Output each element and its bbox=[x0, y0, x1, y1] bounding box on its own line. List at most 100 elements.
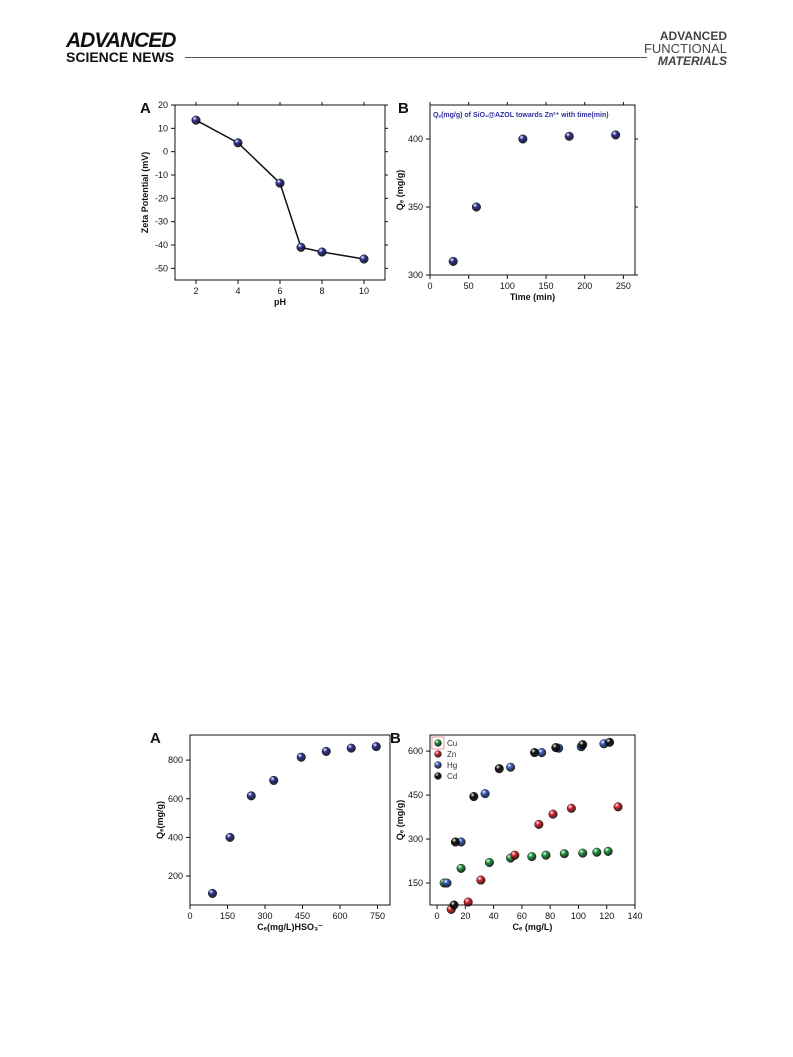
qe-vs-ce-hso3-chart: A 0 150 300 450 600 750 200 400 600 800 Cₑ(mg/L)HSO… bbox=[150, 730, 391, 932]
cd-data-point bbox=[530, 748, 540, 758]
x-tick-label: 6 bbox=[277, 286, 282, 296]
y-tick-label: 0 bbox=[163, 147, 168, 157]
series-line bbox=[195, 119, 365, 260]
logo-line-functional: FUNCTIONAL bbox=[643, 41, 727, 56]
hg-data-point bbox=[480, 789, 490, 799]
y-tick-label: 200 bbox=[168, 871, 183, 881]
legend-label-hg: Hg bbox=[447, 761, 457, 770]
y-tick-label: 300 bbox=[408, 270, 423, 280]
x-tick-label: 60 bbox=[517, 911, 527, 921]
legend-marker-hg bbox=[434, 761, 442, 769]
x-tick-label: 140 bbox=[627, 911, 642, 921]
x-tick-label: 100 bbox=[500, 281, 515, 291]
data-point bbox=[346, 743, 356, 753]
data-point bbox=[296, 752, 306, 762]
hg-data-point bbox=[506, 762, 516, 772]
zn-data-point bbox=[534, 819, 544, 829]
cu-data-point bbox=[559, 849, 569, 859]
data-point bbox=[471, 202, 481, 212]
advanced-science-news-logo: ADVANCED SCIENCE NEWS bbox=[66, 30, 176, 65]
x-axis-label: Cₑ(mg/L)HSO₃⁻ bbox=[257, 922, 323, 932]
y-axis-label: Qₑ (mg/g) bbox=[395, 800, 405, 840]
x-axis-label: Time (min) bbox=[510, 292, 555, 302]
data-point bbox=[321, 746, 331, 756]
legend-marker-cu bbox=[434, 739, 442, 747]
x-tick-label: 0 bbox=[427, 281, 432, 291]
data-point bbox=[564, 131, 574, 141]
data-point bbox=[371, 742, 381, 752]
data-point bbox=[448, 256, 458, 266]
y-tick-label: 300 bbox=[408, 834, 423, 844]
data-point bbox=[518, 134, 528, 144]
afm-logo: ADVANCED FUNCTIONAL MATERIALS bbox=[644, 30, 727, 67]
x-tick-label: 50 bbox=[464, 281, 474, 291]
x-tick-label: 100 bbox=[571, 911, 586, 921]
cu-data-point bbox=[592, 847, 602, 857]
y-tick-label: -20 bbox=[155, 193, 168, 203]
plot-frame bbox=[189, 734, 391, 906]
plot-frame bbox=[429, 734, 636, 906]
y-axis-label: Zeta Potential (mV) bbox=[140, 152, 150, 234]
cd-data-point bbox=[578, 740, 588, 750]
data-point bbox=[208, 888, 218, 898]
y-tick-label: 800 bbox=[168, 755, 183, 765]
cd-data-point bbox=[551, 743, 561, 753]
cu-data-point bbox=[484, 857, 494, 867]
y-axis-label: Qₑ(mg/g) bbox=[155, 801, 165, 839]
journal-header: ADVANCED SCIENCE NEWS ADVANCED FUNCTIONA… bbox=[0, 0, 793, 70]
data-point bbox=[246, 791, 256, 801]
data-point bbox=[233, 138, 243, 148]
header-rule bbox=[185, 57, 647, 58]
data-point bbox=[275, 178, 285, 188]
x-tick-label: 200 bbox=[577, 281, 592, 291]
zn-data-point bbox=[613, 802, 623, 812]
y-tick-label: -50 bbox=[155, 263, 168, 273]
cu-data-point bbox=[456, 863, 466, 873]
x-tick-label: 150 bbox=[220, 911, 235, 921]
cu-data-point bbox=[527, 852, 537, 862]
zeta-potential-chart: A 2 4 6 8 10 20 10 0 -10 -20 -30 -40 -50 pH Zeta Potent… bbox=[140, 100, 388, 307]
cd-data-point bbox=[494, 764, 504, 774]
y-axis-label: Qₑ (mg/g) bbox=[395, 170, 405, 210]
x-axis-label: Cₑ (mg/L) bbox=[513, 922, 553, 932]
panel-label: A bbox=[150, 730, 161, 747]
zn-data-point bbox=[566, 803, 576, 813]
panel-label: B bbox=[390, 730, 401, 747]
y-tick-label: 600 bbox=[168, 794, 183, 804]
y-tick-label: 400 bbox=[168, 832, 183, 842]
zn-data-point bbox=[463, 897, 473, 907]
qe-vs-time-chart: B 0 50 100 150 200 250 300 350 400 Time (min) Qₑ (m… bbox=[395, 100, 638, 302]
legend-label-cu: Cu bbox=[447, 739, 457, 748]
zn-data-point bbox=[510, 850, 520, 860]
data-point bbox=[191, 115, 201, 125]
x-tick-label: 300 bbox=[257, 911, 272, 921]
cd-data-point bbox=[469, 792, 479, 802]
x-tick-label: 600 bbox=[332, 911, 347, 921]
x-tick-label: 8 bbox=[319, 286, 324, 296]
x-tick-label: 2 bbox=[193, 286, 198, 296]
x-tick-label: 10 bbox=[359, 286, 369, 296]
x-tick-label: 20 bbox=[460, 911, 470, 921]
logo-line-science-news: SCIENCE NEWS bbox=[66, 49, 175, 65]
cu-data-point bbox=[578, 848, 588, 858]
x-tick-label: 450 bbox=[295, 911, 310, 921]
y-tick-label: 10 bbox=[158, 123, 168, 133]
x-tick-label: 0 bbox=[187, 911, 192, 921]
legend-highlight-box bbox=[431, 736, 445, 750]
cd-data-point bbox=[450, 837, 460, 847]
x-tick-label: 80 bbox=[545, 911, 555, 921]
y-tick-label: 450 bbox=[408, 790, 423, 800]
y-tick-label: 350 bbox=[408, 202, 423, 212]
y-tick-label: -10 bbox=[155, 170, 168, 180]
plot-frame bbox=[174, 104, 386, 281]
qe-vs-ce-metals-chart: B 0 20 40 60 80 100 120 140 150 300 450 600 Cₑ (mg/L)… bbox=[390, 730, 643, 932]
zn-data-point bbox=[476, 875, 486, 885]
x-tick-label: 40 bbox=[489, 911, 499, 921]
legend-label-zn: Zn bbox=[447, 750, 456, 759]
legend-marker-zn bbox=[434, 750, 442, 758]
data-point bbox=[317, 247, 327, 257]
cu-data-point bbox=[603, 846, 613, 856]
x-tick-label: 120 bbox=[599, 911, 614, 921]
data-point bbox=[269, 775, 279, 785]
logo-line-advanced-right: ADVANCED bbox=[659, 29, 727, 43]
